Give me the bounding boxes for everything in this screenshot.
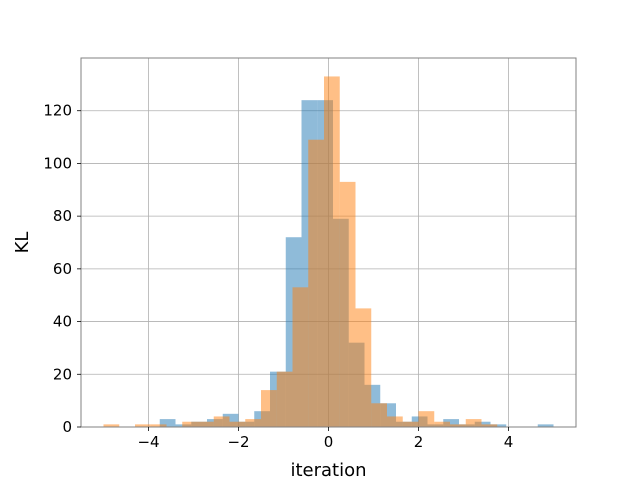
- x-tick-label: −4: [137, 433, 159, 451]
- bar-series-2: [103, 424, 120, 427]
- bar-series-2: [418, 411, 435, 427]
- y-axis-label: KL: [12, 232, 33, 254]
- bar-series-2: [276, 371, 293, 427]
- bar-series-2: [308, 139, 324, 427]
- y-tick-label: 0: [62, 418, 72, 436]
- bar-series-2: [229, 421, 246, 427]
- x-tick-label: 4: [504, 433, 514, 451]
- x-axis-ticks: −4 −2 0 2 4: [137, 427, 513, 451]
- bar-series-1: [159, 419, 176, 427]
- y-tick-label: 40: [53, 313, 72, 331]
- bar-series-2: [339, 181, 356, 427]
- bar-series-2: [198, 421, 214, 427]
- bar-series-2: [324, 76, 340, 427]
- bar-series-2: [402, 421, 419, 427]
- bar-series-2: [245, 419, 261, 427]
- bar-series-2: [292, 287, 309, 427]
- y-axis-ticks: 0 20 40 60 80 100 120: [43, 102, 81, 436]
- y-tick-label: 120: [43, 102, 72, 120]
- x-tick-label: −2: [227, 433, 249, 451]
- bar-series-2: [465, 419, 482, 427]
- bar-series-2: [371, 403, 387, 427]
- bar-series-2: [182, 421, 198, 427]
- y-tick-label: 80: [53, 207, 72, 225]
- bar-series-2: [150, 424, 167, 427]
- y-tick-label: 60: [53, 260, 72, 278]
- bar-series-1: [443, 419, 459, 427]
- bar-series-2: [355, 308, 372, 427]
- x-axis-label: iteration: [290, 460, 366, 480]
- x-tick-label: 0: [324, 433, 334, 451]
- bar-series-1: [537, 424, 554, 427]
- bar-series-2: [135, 424, 151, 427]
- y-tick-label: 100: [43, 154, 72, 172]
- y-tick-label: 20: [53, 365, 72, 383]
- histogram-bars: [103, 76, 554, 428]
- bar-series-1: [490, 424, 507, 427]
- x-tick-label: 2: [414, 433, 424, 451]
- bar-series-2: [481, 424, 498, 427]
- bar-series-2: [434, 421, 450, 427]
- bar-series-2: [387, 416, 403, 427]
- bar-series-2: [213, 416, 230, 427]
- bar-series-2: [450, 424, 466, 427]
- bar-series-2: [261, 390, 277, 427]
